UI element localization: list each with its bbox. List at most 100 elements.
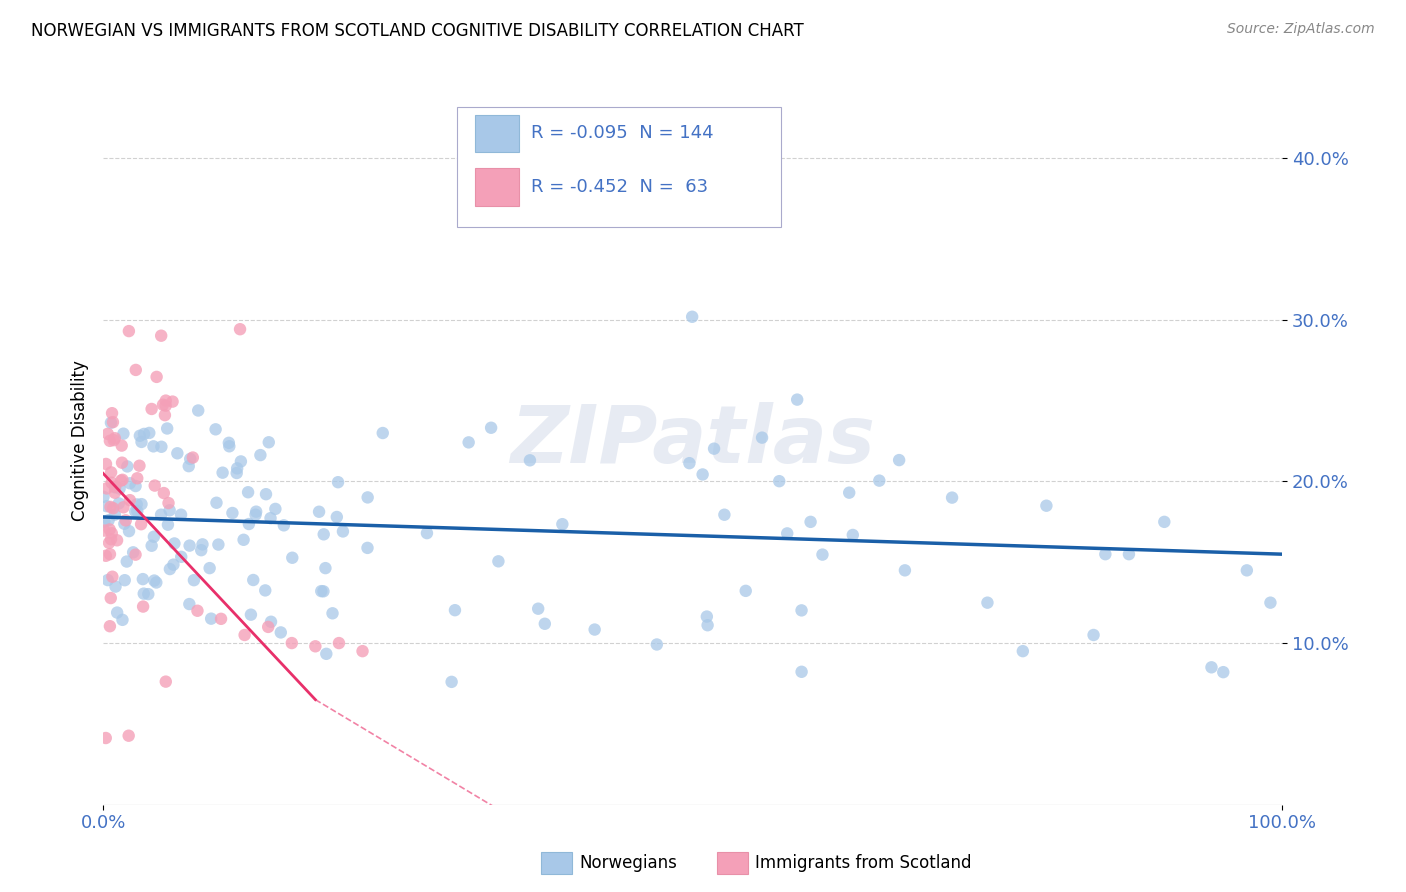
Point (519, 453, 541, 467)
Point (245, 508, 267, 522)
Point (166, 446, 188, 460)
Point (122, 545, 145, 559)
Point (101, 501, 124, 516)
FancyBboxPatch shape (475, 114, 519, 153)
Point (678, 456, 700, 470)
Text: R = -0.095  N = 144: R = -0.095 N = 144 (531, 125, 714, 143)
Point (103, 433, 125, 447)
Point (104, 485, 127, 500)
Point (941, 491, 963, 505)
Point (101, 526, 124, 541)
Point (238, 516, 260, 531)
Point (136, 587, 159, 601)
Point (105, 606, 128, 620)
Point (326, 475, 349, 490)
Point (118, 729, 141, 743)
Point (281, 636, 304, 650)
Point (101, 415, 124, 429)
Point (264, 502, 287, 516)
Point (131, 497, 153, 511)
Point (371, 425, 394, 440)
Point (141, 539, 163, 553)
Point (93, 490, 115, 504)
Point (162, 558, 184, 572)
Point (332, 524, 354, 539)
Point (100, 533, 122, 547)
Point (312, 527, 335, 541)
Point (93, 515, 115, 529)
Point (155, 393, 177, 408)
Point (842, 528, 865, 542)
Point (218, 435, 240, 450)
Point (100, 500, 122, 514)
Point (132, 426, 155, 441)
Point (551, 517, 574, 532)
Point (321, 607, 343, 621)
Point (97, 513, 120, 527)
Point (457, 435, 479, 450)
Point (703, 442, 725, 456)
Point (105, 533, 128, 548)
Point (104, 431, 127, 445)
Point (315, 647, 337, 661)
Point (190, 543, 212, 558)
Point (645, 638, 668, 652)
Point (356, 541, 378, 555)
Point (159, 562, 181, 576)
Point (800, 515, 823, 529)
Point (356, 491, 378, 505)
Point (1011, 644, 1033, 658)
Point (281, 550, 304, 565)
Point (104, 480, 127, 494)
Point (179, 597, 201, 611)
Point (583, 623, 606, 637)
Point (170, 508, 193, 522)
Point (107, 496, 129, 510)
Point (97, 426, 120, 441)
Point (93, 524, 115, 538)
Point (101, 570, 124, 584)
Point (111, 439, 134, 453)
Point (868, 474, 890, 488)
Point (479, 421, 502, 435)
Point (1118, 547, 1140, 561)
Point (150, 440, 173, 454)
Point (118, 476, 141, 491)
Point (181, 450, 204, 465)
Point (239, 607, 262, 622)
Point (887, 453, 910, 467)
Point (1094, 547, 1116, 561)
Point (128, 458, 150, 473)
Point (326, 510, 349, 524)
Point (838, 485, 860, 500)
Point (132, 587, 155, 601)
Point (226, 461, 249, 475)
Point (270, 625, 292, 640)
Point (157, 496, 180, 510)
Point (312, 584, 335, 599)
Point (128, 429, 150, 443)
Point (118, 493, 141, 508)
Point (98, 547, 121, 561)
Point (179, 539, 201, 553)
Point (143, 574, 166, 588)
Point (257, 435, 280, 450)
Point (200, 612, 222, 626)
Point (179, 451, 201, 466)
Point (314, 561, 336, 575)
Point (94, 549, 117, 563)
Text: NORWEGIAN VS IMMIGRANTS FROM SCOTLAND COGNITIVE DISABILITY CORRELATION CHART: NORWEGIAN VS IMMIGRANTS FROM SCOTLAND CO… (31, 22, 804, 40)
Point (141, 401, 163, 416)
Point (138, 425, 160, 440)
Point (170, 549, 193, 564)
Point (145, 370, 167, 384)
Point (177, 459, 200, 474)
Point (104, 580, 127, 594)
Point (1083, 628, 1105, 642)
Point (114, 513, 136, 527)
Point (156, 421, 179, 435)
Point (163, 536, 186, 550)
Point (112, 516, 135, 531)
Text: Source: ZipAtlas.com: Source: ZipAtlas.com (1227, 22, 1375, 37)
Point (444, 603, 467, 617)
